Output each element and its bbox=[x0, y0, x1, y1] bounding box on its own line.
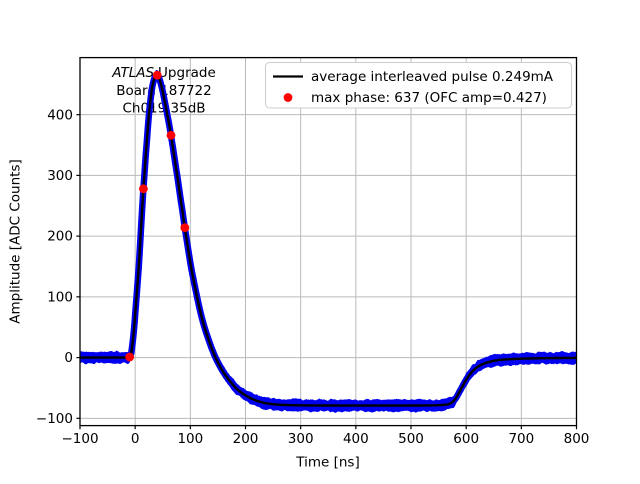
y-tick-label: 400 bbox=[47, 107, 73, 123]
annotation-atlas-italic: ATLAS bbox=[111, 65, 154, 81]
x-tick-label: 300 bbox=[288, 431, 314, 447]
x-tick-label: 200 bbox=[233, 431, 259, 447]
y-tick-label: 0 bbox=[64, 350, 73, 366]
y-tick-label: 200 bbox=[47, 229, 73, 245]
x-tick-label: 600 bbox=[453, 431, 479, 447]
max-phase-sample-point bbox=[139, 184, 148, 194]
x-tick-label: 500 bbox=[398, 431, 424, 447]
max-phase-sample-point bbox=[166, 130, 176, 140]
x-tick-label: 400 bbox=[343, 431, 369, 447]
y-tick-label: 100 bbox=[47, 289, 73, 305]
max-phase-sample-point bbox=[125, 352, 135, 362]
x-tick-label: −100 bbox=[61, 431, 98, 447]
x-tick-label: 800 bbox=[564, 431, 590, 447]
tick-layer: −100 0 100 200 300 400 500 600 700 800 −100 0 100 200… bbox=[36, 107, 589, 447]
legend-dot-sample bbox=[283, 93, 293, 102]
legend-label-pulse: average interleaved pulse 0.249mA bbox=[311, 69, 554, 85]
x-tick-label: 700 bbox=[508, 431, 534, 447]
legend-box bbox=[265, 62, 572, 109]
series-layer bbox=[80, 69, 577, 414]
annotation-line1-rest: Upgrade bbox=[158, 65, 216, 81]
x-tick-label: 100 bbox=[177, 431, 203, 447]
legend-label-maxphase: max phase: 637 (OFC amp=0.427) bbox=[311, 90, 547, 106]
x-axis-label: Time [ns] bbox=[295, 455, 359, 471]
grid-layer bbox=[79, 57, 577, 426]
plot-frame bbox=[79, 56, 578, 427]
y-axis-label: Amplitude [ADC Counts] bbox=[8, 159, 24, 323]
annotation-line1: ATLAS Upgrade bbox=[111, 65, 216, 81]
y-tick-label: −100 bbox=[36, 411, 73, 427]
legend: average interleaved pulse 0.249mA max ph… bbox=[265, 62, 572, 109]
y-tick-label: 300 bbox=[47, 168, 73, 184]
max-phase-sample-point bbox=[180, 223, 190, 233]
x-tick-label: 0 bbox=[131, 431, 140, 447]
max-phase-sample-point bbox=[152, 70, 162, 80]
